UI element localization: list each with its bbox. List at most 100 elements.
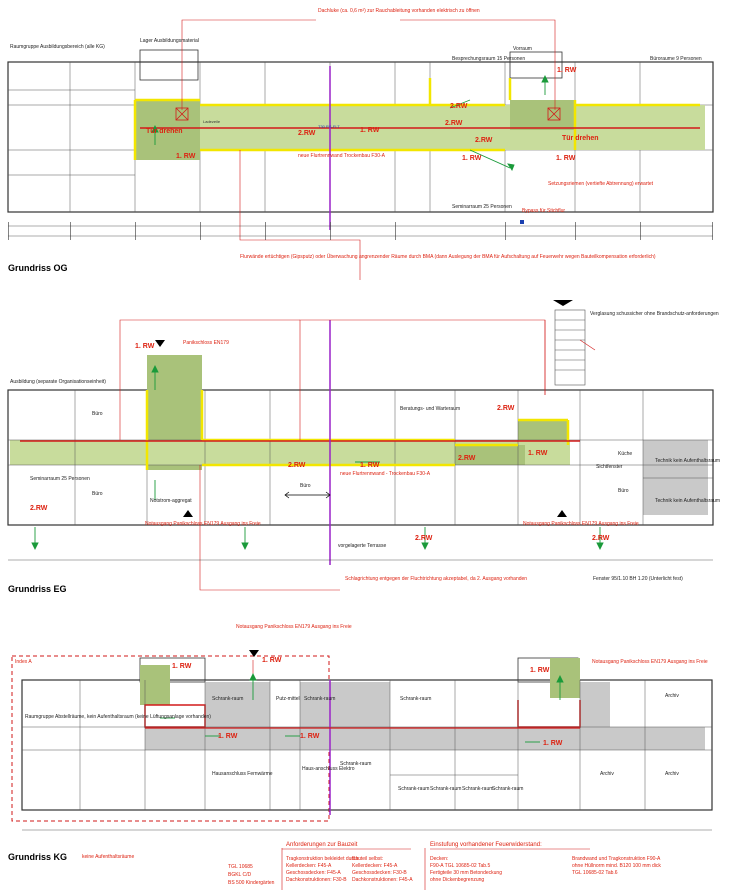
kg-title: Grundriss KG [8, 852, 67, 862]
eg-room-notaus: Notstrom-aggregat [150, 498, 192, 504]
legend-req1-1: Kellerdecken: F45-A [286, 863, 332, 869]
legend-cls2-1: ohne Hüllnorm mind. B120 100 mm dick [572, 863, 661, 869]
eg-marker-bottom-left [183, 510, 193, 517]
og-rw-2: 1. RW [176, 153, 196, 160]
og-axis-ticks [8, 222, 713, 240]
eg-corridor-right [455, 445, 525, 465]
kg-grey-mid [300, 682, 390, 727]
eg-room-counsel: Beratungs- und Warteraum [400, 406, 460, 412]
kg-outline [21, 679, 713, 811]
eg-rw-1: 1. RW [135, 343, 155, 350]
og-rw-1: 1. RW [557, 67, 577, 74]
kg-stair-left [140, 665, 170, 705]
kg-rw-1: 1. RW [172, 663, 192, 670]
og-room-meeting: Besprechungsraum 15 Personen [452, 56, 525, 62]
og-blue-marker [520, 220, 524, 224]
kg-room-group: Raumgruppe Abstellräume, kein Aufenthalt… [25, 714, 211, 720]
eg-entrance-steps [555, 319, 585, 371]
og-rw-4: 1. RW [360, 127, 380, 134]
eg-entrance [554, 309, 586, 386]
legend-req2-1: Kellerdecken: F45-A [352, 863, 398, 869]
og-label-t30: T30 RS-FLT [318, 124, 340, 129]
eg-room-skylight: Sichtfenster [596, 464, 623, 470]
kg-room-archiv2: Archiv [600, 771, 614, 777]
plan-eg: Grundriss EG Panikschloss EN179 neue Flu… [7, 300, 720, 594]
og-label-setzung: Setzungsriemen (vertiefte Abtrennung) er… [548, 181, 654, 187]
kg-escape-arrows [160, 672, 564, 743]
kg-note-small: keine Aufenthaltsräume [82, 854, 134, 860]
eg-note-glazing: Verglasung schussicher ohne Brandschutz-… [590, 311, 719, 317]
legend-req1-0: Tragkonstruktion bekleidet durch: [286, 856, 360, 862]
legend-cls1-0: Decken: [430, 856, 448, 862]
og-north-wing [139, 49, 199, 81]
plan-kg: Grundriss KG keine Aufenthaltsräume Inde… [8, 624, 713, 862]
kg-grey-right [580, 682, 610, 727]
legend-cls1-3: ohne Dickenbegrenzung [430, 877, 484, 883]
legend-norm-1: TGL 10685 [228, 864, 253, 870]
eg-marker-bottom-right [557, 510, 567, 517]
eg-rw-6: 1. RW [528, 450, 548, 457]
legend-cls2-2: TGL 10685-02 Tab.6 [572, 870, 618, 876]
og-rw-5: 2.RW [298, 130, 316, 137]
og-hatch-boxes [175, 107, 561, 121]
eg-note-drywall: neue Flurtrennwand - Trockenbau F30-A [340, 471, 431, 477]
kg-room-cab4: Schrank-raum [340, 761, 371, 767]
kg-room-cab1: Schrank-raum [212, 696, 243, 702]
kg-room-archiv1: Archiv [665, 693, 679, 699]
og-note-fire-walls: Flurwände ertüchtigen (Gipsputz) oder Üb… [240, 253, 656, 260]
kg-rw-3: 1. RW [218, 733, 238, 740]
legend-cls-title: Einstufung vorhandener Feuerwiderstand: [430, 842, 542, 848]
eg-rw-2: 2.RW [30, 505, 48, 512]
kg-room-walls [22, 680, 712, 810]
og-room-left-group: Raumgruppe Ausbildungsbereich (alle KG) [10, 44, 105, 50]
legend-req2-3: Dachkonstruktionen: F45-A [352, 877, 413, 883]
og-note-drywall: neue Flurtrennwand Trockenbau F30-A [298, 153, 386, 159]
og-room-storage: Lager Ausbildungsmaterial [140, 38, 199, 44]
kg-room-house1: Hausanschluss Fernwärme [212, 771, 273, 777]
kg-marker-top [249, 650, 259, 657]
legend: TGL 10685 BGKL C/D BS 500 Kindergärten A… [228, 842, 661, 890]
og-label-ladezeile: Ladezeile [203, 119, 221, 124]
eg-note-emergency-right: Notausgang Panikschloss EN179 Ausgang in… [523, 521, 639, 527]
eg-room-office4: Büro [300, 483, 311, 489]
legend-norm-3: BS 500 Kindergärten [228, 880, 275, 886]
og-rw-9: 2.RW [445, 120, 463, 127]
og-fire-walls [133, 78, 700, 160]
kg-room-cab5: Schrank-raum [398, 786, 429, 792]
eg-rw-7: 2.RW [415, 535, 433, 542]
eg-note-panic-top: Panikschloss EN179 [183, 340, 229, 346]
og-escape-arrows [151, 74, 549, 171]
legend-req1-3: Dachkonstruktionen: F30-B [286, 877, 347, 883]
kg-corridor [145, 727, 705, 750]
og-label-tuer-left: Tür drehen [146, 128, 183, 135]
legend-req2-2: Geschossdecken: F30-B [352, 870, 407, 876]
og-stair-left [135, 100, 200, 160]
eg-double-arrow [284, 491, 331, 499]
eg-room-office3: Büro [618, 488, 629, 494]
kg-room-cab8: Schrank-raum [492, 786, 523, 792]
eg-note-window: Fenster 95/1.10 BH 1.20 (Unterlicht fest… [593, 576, 683, 582]
legend-cls1-1: F90-A TGL 10685-02 Tab.5 [430, 863, 490, 869]
eg-note-terrace: vorgelagerte Terrasse [338, 543, 386, 549]
og-rw-3: 2.RW [450, 103, 468, 110]
eg-room-seminar: Seminarraum 25 Personen [30, 476, 90, 482]
og-north-wing-2 [509, 51, 563, 79]
og-room-seminar: Seminarraum 25 Personen [452, 204, 512, 210]
eg-leaders [119, 319, 596, 591]
kg-room-house2: Haus-anschluss Elektro [302, 766, 355, 772]
eg-room-training: Ausbildung (separate Organisationseinhei… [10, 379, 106, 385]
eg-tech-rooms [643, 440, 708, 515]
kg-room-cab6: Schrank-raum [430, 786, 461, 792]
eg-escape-arrows [31, 364, 604, 551]
eg-rw-9: 2.RW [458, 455, 476, 462]
kg-room-cab2: Schrank-raum [304, 696, 335, 702]
og-rw-7: 1. RW [556, 155, 576, 162]
eg-rw-8: 2.RW [592, 535, 610, 542]
eg-room-kitchen: Küche [618, 451, 632, 457]
eg-room-tech2: Technik kein Aufenthaltsraum [655, 498, 720, 504]
legend-cls2-0: Brandwand und Tragkonstruktion F90-A [572, 856, 661, 862]
kg-red-frame-right [517, 700, 581, 728]
og-note-bypass: Bypass für Stichflur [522, 208, 565, 214]
kg-room-cab7: Schrank-raum [462, 786, 493, 792]
